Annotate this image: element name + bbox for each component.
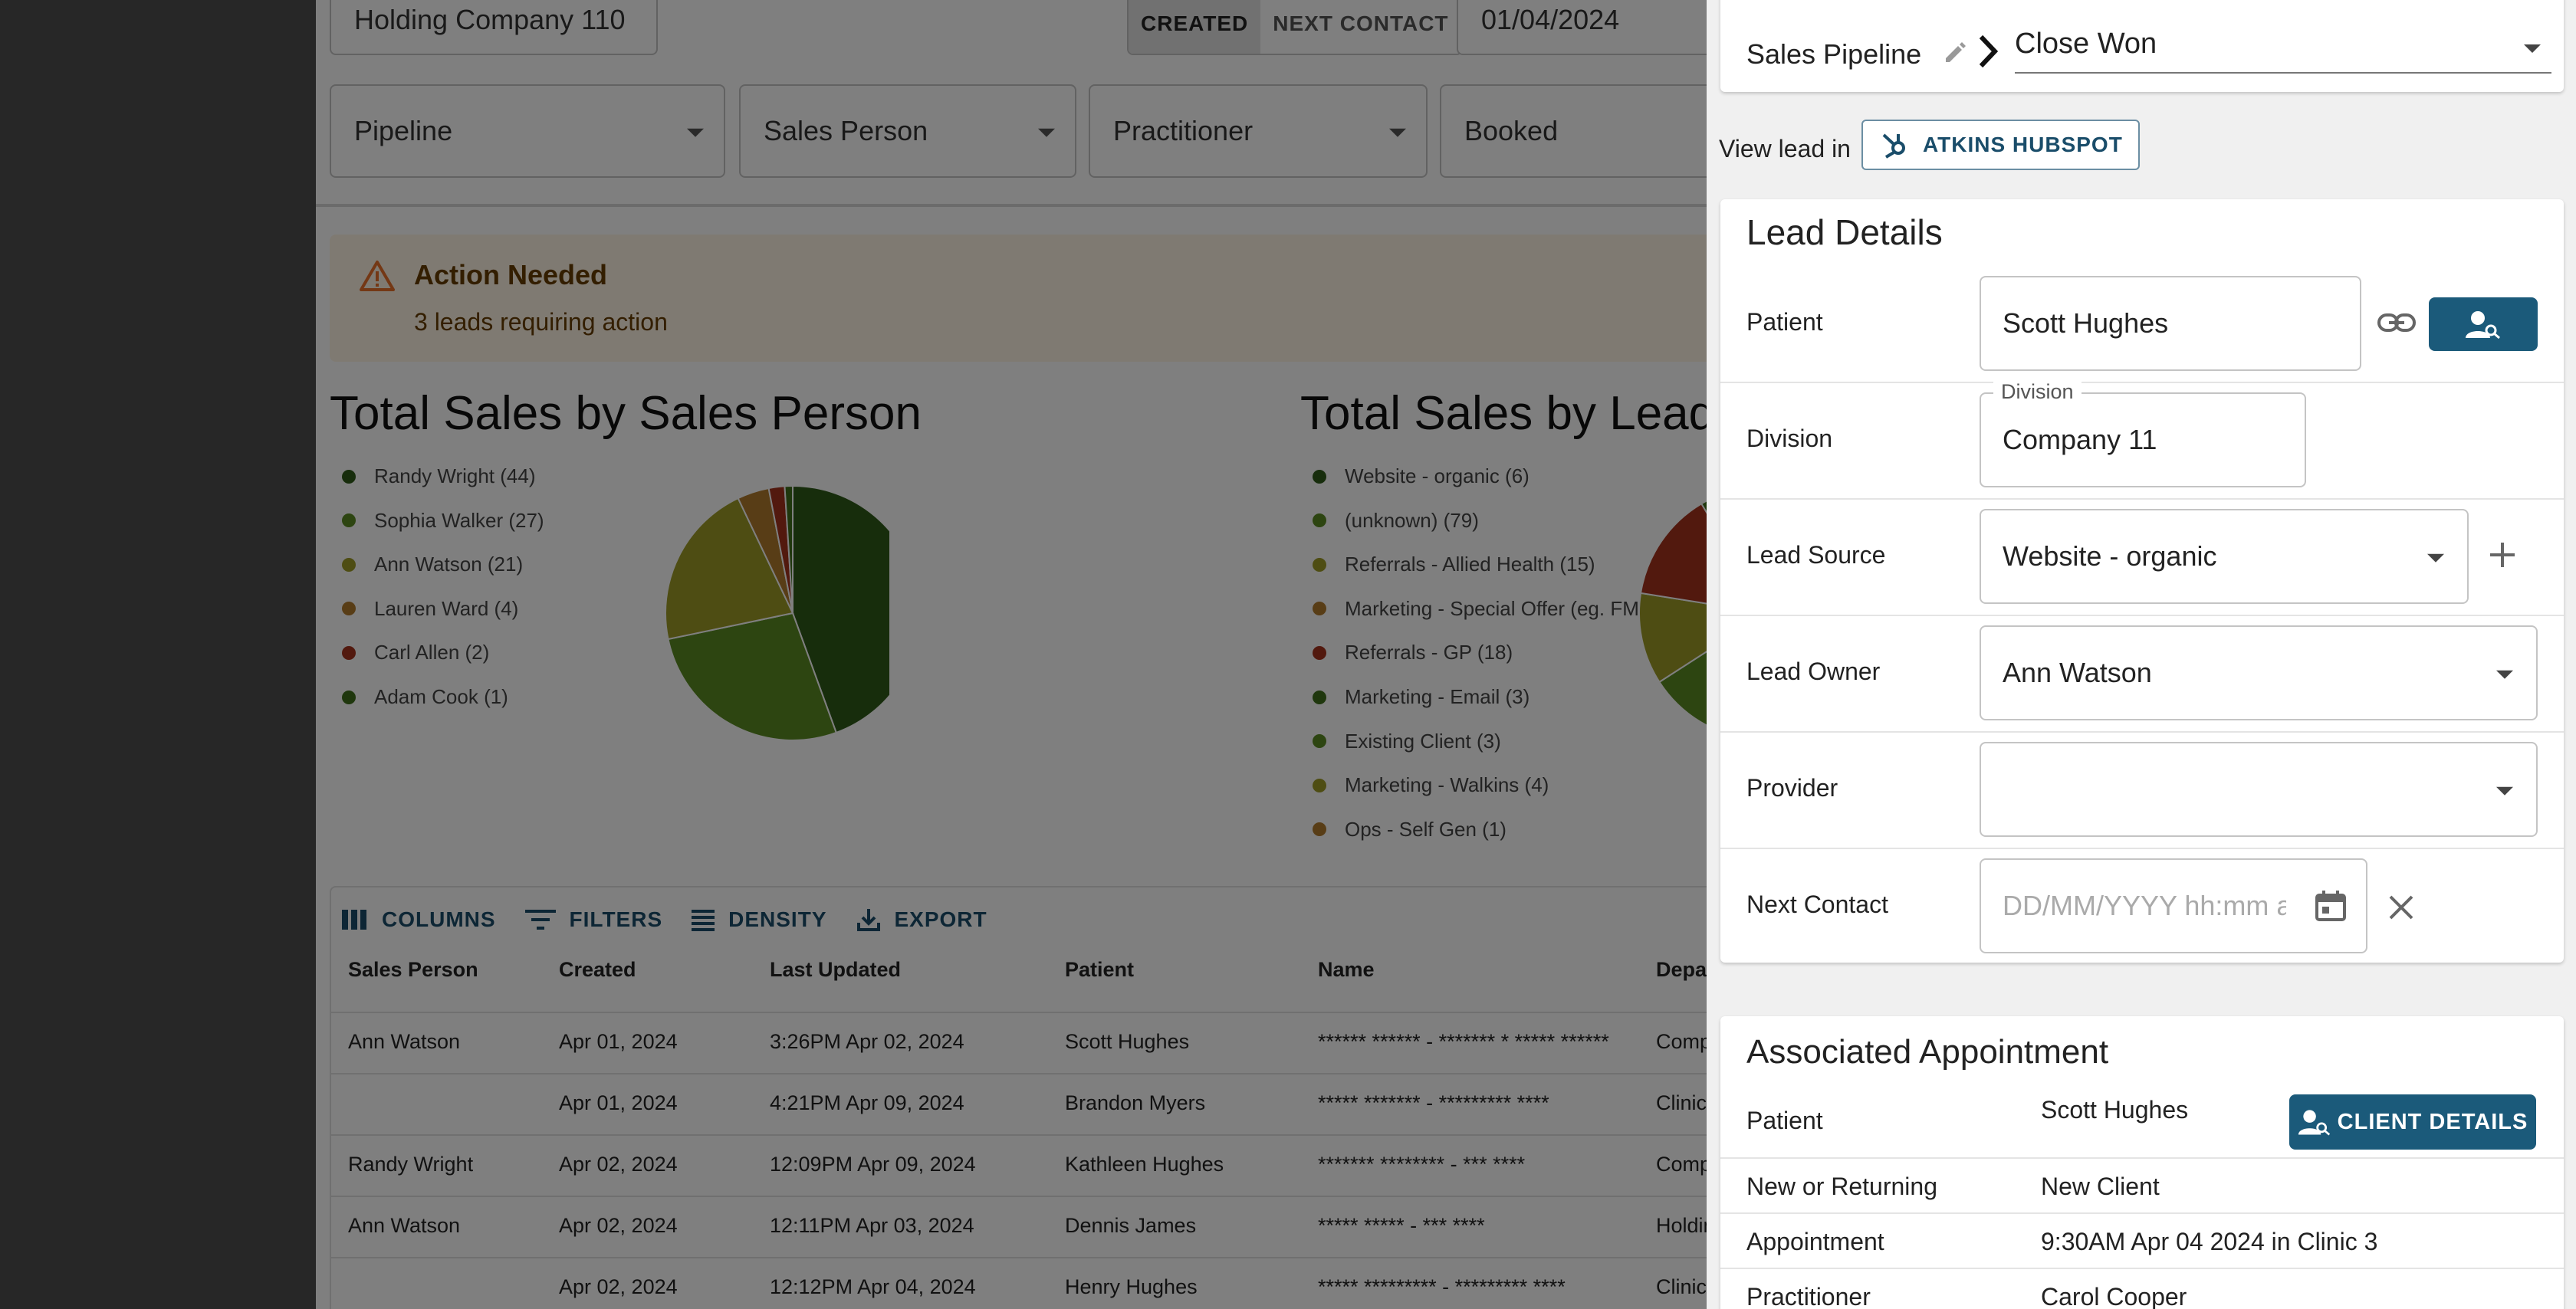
chevron-down-icon <box>2496 670 2513 679</box>
pipeline-stage-select[interactable]: Close Won <box>2015 23 2551 74</box>
lead-details-title: Lead Details <box>1746 212 1943 252</box>
next-contact-label: Next Contact <box>1746 891 1888 918</box>
pipeline-card: Sales Pipeline Close Won <box>1720 0 2564 92</box>
close-icon[interactable] <box>2387 894 2415 921</box>
person-search-icon <box>2298 1110 2330 1136</box>
calendar-icon[interactable] <box>2314 889 2348 923</box>
appt-patient-value: Scott Hughes <box>2041 1096 2189 1124</box>
associated-appointment-card: Associated Appointment Patient Scott Hug… <box>1720 1016 2564 1309</box>
provider-label: Provider <box>1746 774 1838 802</box>
hubspot-label: ATKINS HUBSPOT <box>1923 133 2123 156</box>
hubspot-button[interactable]: ATKINS HUBSPOT <box>1861 120 2140 170</box>
chevron-right-icon <box>1979 34 1999 68</box>
client-details-button[interactable]: CLIENT DETAILS <box>2289 1094 2536 1150</box>
client-details-label: CLIENT DETAILS <box>2337 1109 2528 1134</box>
row-divider <box>1720 615 2564 616</box>
division-label: Division <box>1746 425 1833 452</box>
pipeline-label: Sales Pipeline <box>1746 38 1922 70</box>
lead-source-value: Website - organic <box>2003 540 2217 572</box>
new-returning-label: New or Returning <box>1746 1173 1937 1200</box>
chevron-down-icon <box>2524 44 2541 53</box>
row-divider <box>1720 382 2564 383</box>
chevron-down-icon <box>2427 553 2444 563</box>
practitioner-value: Carol Cooper <box>2041 1283 2187 1309</box>
chevron-down-icon <box>2496 786 2513 796</box>
lead-source-select[interactable]: Website - organic <box>1980 509 2469 604</box>
find-patient-button[interactable] <box>2429 297 2538 351</box>
link-icon[interactable] <box>2377 311 2417 334</box>
division-value: Company 11 <box>2003 424 2157 455</box>
hubspot-icon <box>1882 133 1905 159</box>
row-divider <box>1720 1157 2564 1159</box>
modal-backdrop[interactable] <box>0 0 1707 1309</box>
patient-label: Patient <box>1746 308 1823 336</box>
view-lead-label: View lead in <box>1719 135 1851 162</box>
new-returning-value: New Client <box>2041 1173 2160 1200</box>
person-search-icon <box>2466 311 2500 340</box>
row-divider <box>1720 848 2564 849</box>
patient-value: Scott Hughes <box>2003 307 2169 339</box>
lead-owner-label: Lead Owner <box>1746 658 1881 685</box>
appt-patient-label: Patient <box>1746 1107 1823 1134</box>
lead-details-card: Lead Details Patient Scott Hughes Divisi… <box>1720 199 2564 963</box>
row-divider <box>1720 498 2564 500</box>
division-field[interactable]: Company 11 <box>1980 392 2306 487</box>
row-divider <box>1720 1268 2564 1269</box>
pipeline-stage-value: Close Won <box>2015 28 2157 60</box>
patient-field[interactable]: Scott Hughes <box>1980 276 2361 371</box>
appointment-label: Appointment <box>1746 1228 1884 1255</box>
appointment-value: 9:30AM Apr 04 2024 in Clinic 3 <box>2041 1228 2378 1255</box>
next-contact-field[interactable]: DD/MM/YYYY hh:mm a <box>1980 858 2367 953</box>
provider-select[interactable] <box>1980 742 2538 837</box>
row-divider <box>1720 1212 2564 1214</box>
lead-side-panel: Sales Pipeline Close Won View lead in AT… <box>1707 0 2576 1309</box>
edit-icon[interactable] <box>1943 38 1969 64</box>
add-icon[interactable] <box>2489 541 2516 569</box>
division-float-label: Division <box>1993 380 2082 404</box>
appointment-card-title: Associated Appointment <box>1746 1033 2109 1071</box>
lead-owner-value: Ann Watson <box>2003 657 2152 688</box>
lead-owner-select[interactable]: Ann Watson <box>1980 625 2538 720</box>
lead-source-label: Lead Source <box>1746 541 1886 569</box>
practitioner-label: Practitioner <box>1746 1283 1871 1309</box>
row-divider <box>1720 731 2564 733</box>
next-contact-placeholder: DD/MM/YYYY hh:mm a <box>2003 890 2286 921</box>
